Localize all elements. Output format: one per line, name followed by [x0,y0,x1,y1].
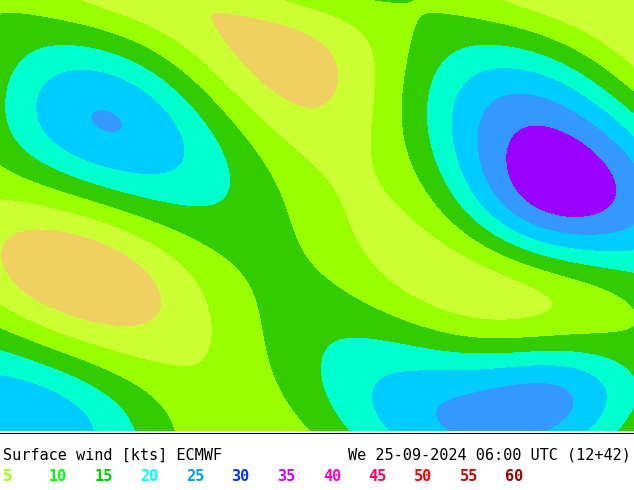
Text: We 25-09-2024 06:00 UTC (12+42): We 25-09-2024 06:00 UTC (12+42) [348,448,631,463]
Text: 40: 40 [323,469,341,484]
Text: 60: 60 [505,469,524,484]
Text: 50: 50 [414,469,432,484]
Text: 25: 25 [186,469,204,484]
Text: 55: 55 [460,469,478,484]
Text: 45: 45 [368,469,387,484]
Text: 35: 35 [277,469,295,484]
Text: 5: 5 [3,469,12,484]
Text: 15: 15 [94,469,113,484]
Text: 10: 10 [49,469,67,484]
Text: Surface wind [kts] ECMWF: Surface wind [kts] ECMWF [3,448,222,463]
Text: 20: 20 [140,469,158,484]
Text: 30: 30 [231,469,250,484]
